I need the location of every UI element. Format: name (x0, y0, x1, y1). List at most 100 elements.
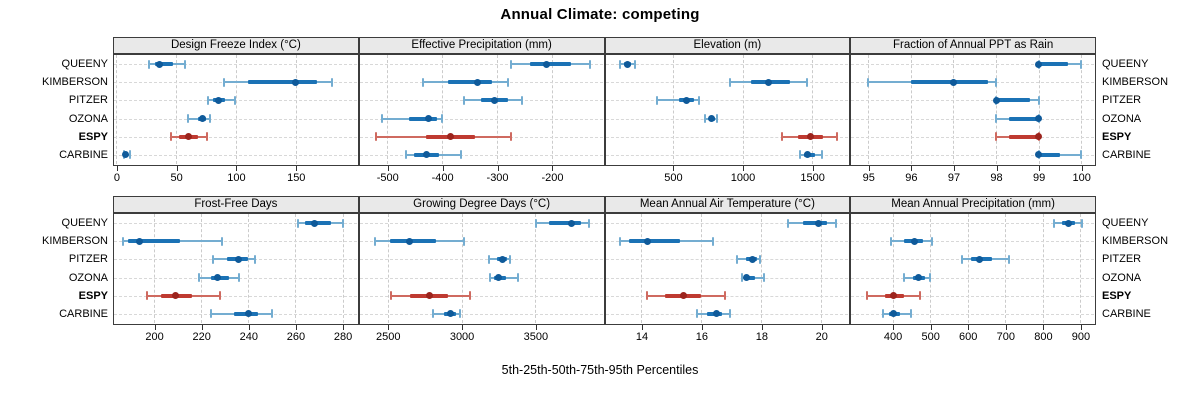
axis-tick-label: 50 (170, 172, 183, 184)
axis-tick-label: -400 (431, 172, 454, 184)
gridline-horizontal (851, 295, 1094, 297)
gridline-vertical (1042, 214, 1044, 323)
median-dot (490, 96, 498, 104)
percentile-whisker-cap (695, 309, 698, 319)
axis-tick-label: 20 (815, 331, 828, 343)
axis-tick (868, 166, 870, 171)
panel-strip: Growing Degree Days (°C) (358, 196, 605, 213)
median-dot (643, 237, 651, 245)
median-dot (423, 151, 431, 159)
percentile-whisker-cap (1081, 218, 1084, 228)
axis-tick-label: 18 (755, 331, 768, 343)
axis-tick (248, 325, 250, 330)
station-label-kimberson: KIMBERSON (1102, 235, 1169, 248)
median-dot (708, 115, 716, 123)
axis-tick (930, 325, 932, 330)
panel-strip: Mean Annual Air Temperature (°C) (604, 196, 851, 213)
axis-tick-label: 240 (239, 331, 259, 343)
median-dot (424, 115, 432, 123)
median-dot (748, 255, 756, 263)
percentile-whisker-cap (197, 273, 200, 283)
station-label-espy: ESPY (1102, 130, 1132, 143)
percentile-whisker-cap (787, 218, 790, 228)
gridline-vertical (497, 55, 499, 164)
percentile-range-25-75 (1038, 152, 1060, 157)
axis-tick (812, 166, 814, 171)
gridline-horizontal (114, 154, 357, 156)
median-dot (568, 219, 575, 227)
gridline-horizontal (359, 259, 603, 261)
axis-tick-label: 0 (113, 172, 120, 184)
axis-tick-label: 99 (1033, 172, 1046, 184)
percentile-whisker-cap (330, 77, 333, 87)
panel-plot-area (358, 213, 605, 325)
axis-tick (996, 166, 998, 171)
gridline-horizontal (851, 313, 1094, 315)
gridline-vertical (672, 55, 674, 164)
axis-tick-label: 400 (883, 331, 903, 343)
axis-tick (296, 166, 298, 171)
gridline-horizontal (605, 82, 849, 84)
percentile-whisker-cap (211, 254, 214, 264)
gridline-vertical (387, 214, 389, 323)
median-dot (184, 133, 192, 141)
percentile-range-25-75 (530, 62, 572, 67)
gridline-horizontal (359, 241, 603, 243)
gridline-horizontal (359, 154, 603, 156)
gridline-horizontal (851, 154, 1094, 156)
station-label-ozona: OZONA (68, 112, 108, 125)
median-dot (235, 255, 243, 263)
gridline-horizontal (605, 100, 849, 102)
axis-tick-label: 900 (1071, 331, 1091, 343)
axis-tick-label: 14 (635, 331, 649, 343)
station-label-pitzer: PITZER (1102, 253, 1142, 266)
percentile-range-25-75 (548, 221, 582, 226)
axis-tick-label: 220 (192, 331, 211, 343)
axis-tick-label: 280 (333, 331, 353, 343)
gridline-horizontal (605, 118, 849, 120)
axis-tick (1039, 166, 1041, 171)
axis-tick (701, 325, 703, 330)
gridline-horizontal (605, 223, 849, 225)
axis-tick-label: 1000 (730, 172, 756, 184)
station-label-espy: ESPY (78, 289, 108, 302)
percentile-whisker-cap (145, 291, 148, 301)
x-axis-caption: 5th-25th-50th-75th-95th Percentiles (501, 363, 699, 377)
station-label-espy: ESPY (1102, 289, 1132, 302)
gridline-horizontal (114, 64, 357, 66)
axis-tick (761, 325, 763, 330)
percentile-whisker-cap (487, 254, 490, 264)
median-dot (198, 115, 206, 123)
median-dot (447, 310, 454, 318)
percentile-whisker-cap (460, 150, 463, 160)
percentile-whisker-cap (509, 132, 512, 142)
percentile-whisker-cap (867, 77, 870, 87)
median-dot (214, 274, 222, 282)
percentile-whisker-cap (763, 273, 766, 283)
percentile-whisker-cap (1053, 218, 1056, 228)
median-dot (310, 219, 318, 227)
station-label-ozona: OZONA (68, 271, 108, 284)
gridline-vertical (248, 214, 250, 323)
axis-tick (1081, 166, 1083, 171)
axis-tick-label: 200 (145, 331, 164, 343)
gridline-horizontal (851, 64, 1094, 66)
axis-tick (821, 325, 823, 330)
percentile-whisker-cap (219, 291, 222, 301)
panel-strip-title: Effective Precipitation (mm) (411, 38, 552, 51)
gridline-vertical (1081, 55, 1083, 164)
percentile-whisker-cap (836, 132, 839, 142)
gridline-horizontal (851, 118, 1094, 120)
station-label-carbine: CARBINE (59, 307, 108, 320)
gridline-vertical (176, 55, 178, 164)
gridline-vertical (295, 55, 297, 164)
percentile-whisker-cap (890, 236, 893, 246)
axis-tick (388, 325, 390, 330)
gridline-horizontal (851, 241, 1094, 243)
panel-strip-title: Growing Degree Days (°C) (413, 197, 551, 210)
percentile-whisker-cap (208, 114, 211, 124)
station-label-queeny: QUEENY (61, 58, 108, 71)
percentile-whisker-cap (463, 95, 466, 105)
gridline-horizontal (359, 118, 603, 120)
